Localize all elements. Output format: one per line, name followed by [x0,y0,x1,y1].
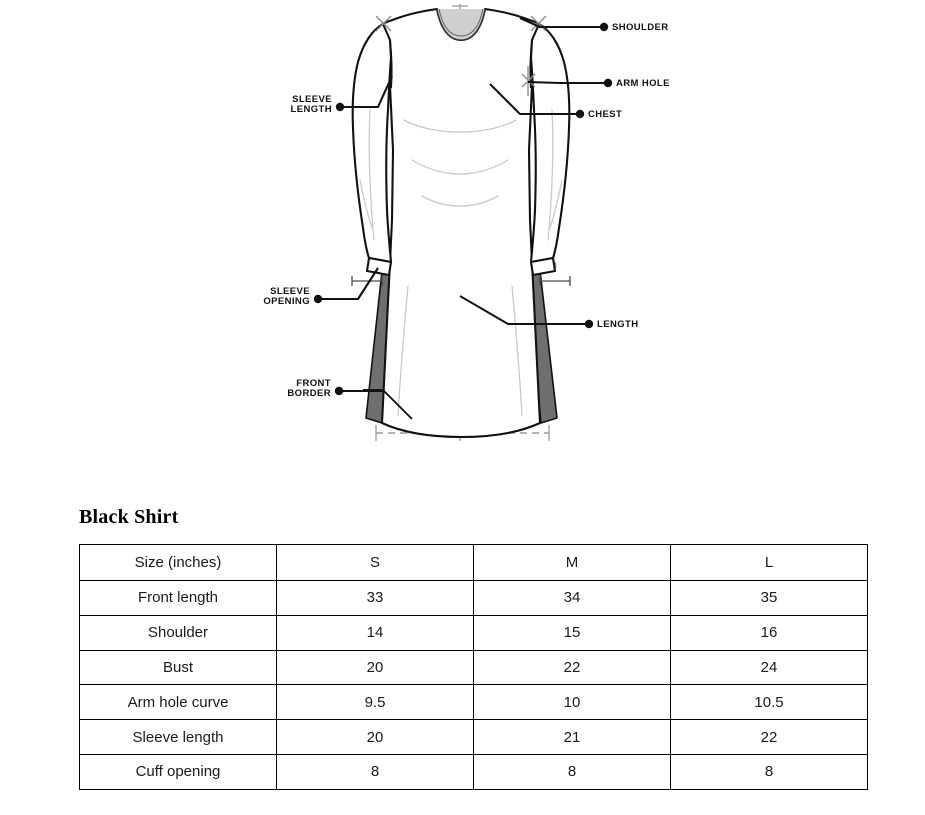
row-label: Shoulder [79,614,277,651]
column-header-size: Size (inches) [79,544,277,581]
size-chart-table: Size (inches) S M L Front length 33 34 3… [79,544,868,790]
label-sleeve-length-line2: LENGTH [291,104,332,115]
neckline [436,8,486,41]
table-row: Shoulder 14 15 16 [79,614,868,651]
label-sleeve-opening-line2: OPENING [263,296,310,307]
label-front-border-line1: FRONT [296,378,331,389]
cell-s: 33 [276,580,474,616]
callout-dot-sleeve-length [335,102,345,112]
row-label: Sleeve length [79,719,277,755]
cell-l: 35 [670,580,868,616]
callout-dot-sleeve-opening [313,294,323,304]
callout-dot-shoulder [599,22,609,32]
cell-m: 22 [473,649,671,686]
column-header-medium: M [473,544,671,581]
drape-lines [359,109,563,417]
callout-dot-front-border [334,386,344,396]
cell-m: 21 [473,719,671,755]
size-chart-table-container: Size (inches) S M L Front length 33 34 3… [79,544,868,790]
table-row: Arm hole curve 9.5 10 10.5 [79,684,868,721]
row-label: Arm hole curve [79,684,277,721]
cell-l: 16 [670,614,868,651]
row-label: Front length [79,580,277,616]
label-chest: CHEST [588,109,622,120]
cell-l: 22 [670,719,868,755]
cell-m: 34 [473,580,671,616]
garment-body [380,7,542,439]
cuff-dimension-left [351,276,383,286]
cell-m: 8 [473,753,671,790]
label-sleeve-length-line1: SLEEVE [292,94,332,105]
shoulder-point-markers [375,15,547,32]
row-label: Bust [79,649,277,686]
cell-s: 20 [276,649,474,686]
column-header-large: L [670,544,868,581]
cell-s: 8 [276,753,474,790]
table-row: Front length 33 34 35 [79,580,868,616]
callout-dot-arm-hole [603,78,613,88]
label-arm-hole: ARM HOLE [616,78,670,89]
callout-dot-length [584,319,594,329]
cell-l: 8 [670,753,868,790]
table-row: Sleeve length 20 21 22 [79,719,868,755]
cell-l: 24 [670,649,868,686]
cell-s: 20 [276,719,474,755]
cell-m: 10 [473,684,671,721]
callout-dots [313,22,613,396]
page-title: Black Shirt [79,506,179,528]
cell-m: 15 [473,614,671,651]
column-header-small: S [276,544,474,581]
label-shoulder: SHOULDER [612,22,669,33]
cell-s: 9.5 [276,684,474,721]
table-row: Cuff opening 8 8 8 [79,753,868,790]
callout-leader-lines [318,17,608,393]
callout-dot-chest [575,109,585,119]
armhole-seams [389,39,533,89]
cell-s: 14 [276,614,474,651]
right-sleeve [529,22,571,277]
left-sleeve [351,22,393,277]
label-length: LENGTH [597,319,638,330]
armhole-point-marker [521,66,536,96]
cuff-dimension-right [539,276,571,286]
table-row: Bust 20 22 24 [79,649,868,686]
table-header-row: Size (inches) S M L [79,544,868,581]
label-sleeve-opening-line1: SLEEVE [270,286,310,297]
label-front-border-line2: BORDER [287,388,331,399]
cell-l: 10.5 [670,684,868,721]
garment-technical-drawing: SLEEVE LENGTH SLEEVE OPENING FRONT BORDE… [263,4,670,441]
row-label: Cuff opening [79,753,277,790]
